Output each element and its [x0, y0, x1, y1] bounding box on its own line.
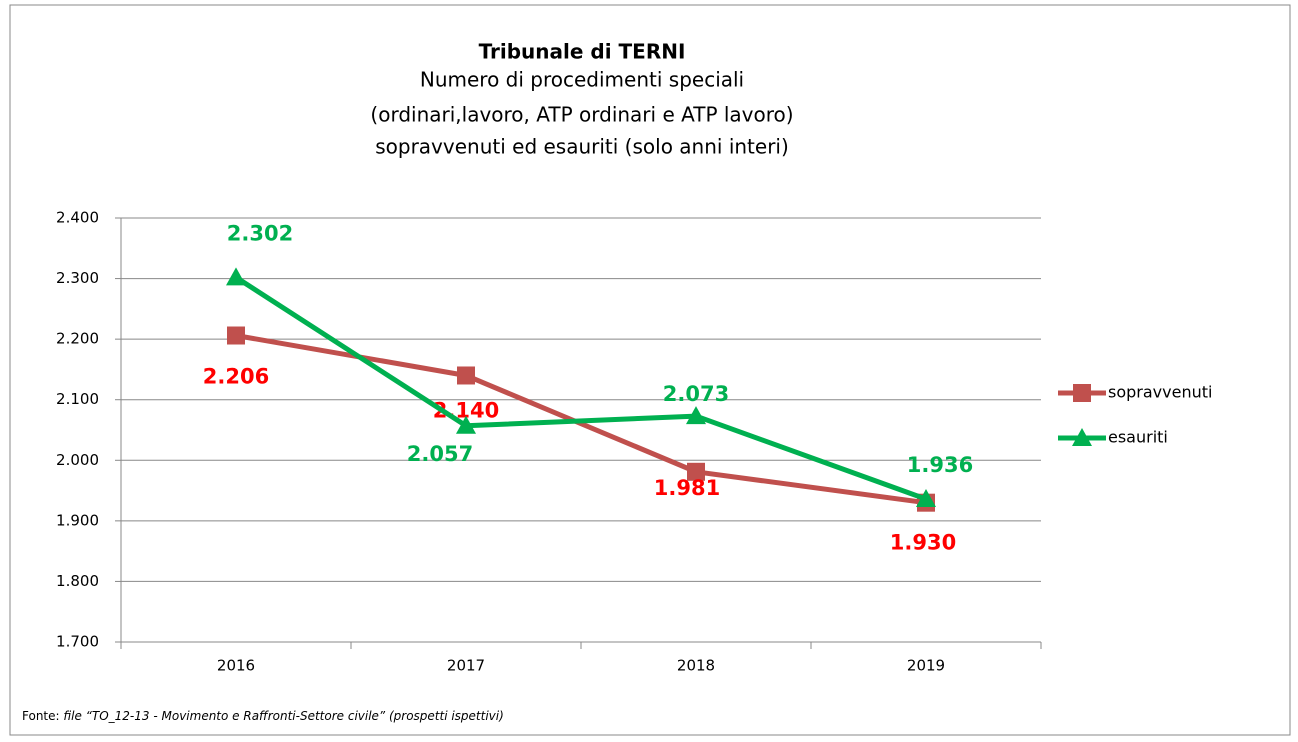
data-label: 1.930 — [890, 531, 956, 555]
chart-subtitle: sopravvenuti ed esauriti (solo anni inte… — [375, 135, 789, 159]
chart-subtitle: Numero di procedimenti speciali — [420, 68, 744, 92]
point-marker — [456, 415, 476, 434]
data-label: 2.057 — [407, 442, 473, 466]
data-label: 2.302 — [227, 221, 293, 245]
chart-subtitle: (ordinari,lavoro, ATP ordinari e ATP lav… — [370, 103, 793, 127]
point-marker — [457, 366, 475, 385]
point-marker — [227, 326, 245, 345]
series-line — [235, 333, 927, 506]
legend-label: esauriti — [1108, 428, 1168, 447]
series-line — [234, 275, 927, 502]
y-tick-label: 2.100 — [56, 390, 99, 408]
data-label: 1.936 — [907, 453, 973, 477]
legend-marker — [1072, 428, 1092, 446]
y-tick-label: 1.800 — [56, 572, 99, 590]
data-label: 2.206 — [203, 365, 269, 389]
x-tick-label: 2016 — [217, 657, 255, 675]
y-tick-label: 2.200 — [56, 330, 99, 348]
x-tick-label: 2017 — [447, 657, 485, 675]
source-note: Fonte: file “TO_12-13 - Movimento e Raff… — [22, 709, 504, 723]
x-tick-label: 2018 — [677, 657, 715, 675]
source-label: Fonte: — [22, 709, 60, 723]
data-label: 2.073 — [663, 382, 729, 406]
y-tick-label: 1.700 — [56, 633, 99, 651]
point-marker — [226, 267, 246, 286]
x-tick-label: 2019 — [907, 657, 945, 675]
source-text: file “TO_12-13 - Movimento e Raffronti-S… — [63, 709, 503, 723]
point-marker — [686, 406, 706, 425]
point-marker — [687, 462, 705, 481]
y-tick-label: 2.400 — [56, 209, 99, 227]
chart-frame — [9, 4, 1291, 736]
chart-title: Tribunale di TERNI — [479, 40, 686, 64]
y-tick-label: 2.000 — [56, 451, 99, 469]
point-marker — [916, 489, 936, 508]
legend-marker — [1073, 384, 1091, 402]
data-label: 1.981 — [654, 476, 720, 500]
legend-label: sopravvenuti — [1108, 383, 1212, 402]
y-tick-label: 2.300 — [56, 269, 99, 287]
y-tick-label: 1.900 — [56, 511, 99, 529]
